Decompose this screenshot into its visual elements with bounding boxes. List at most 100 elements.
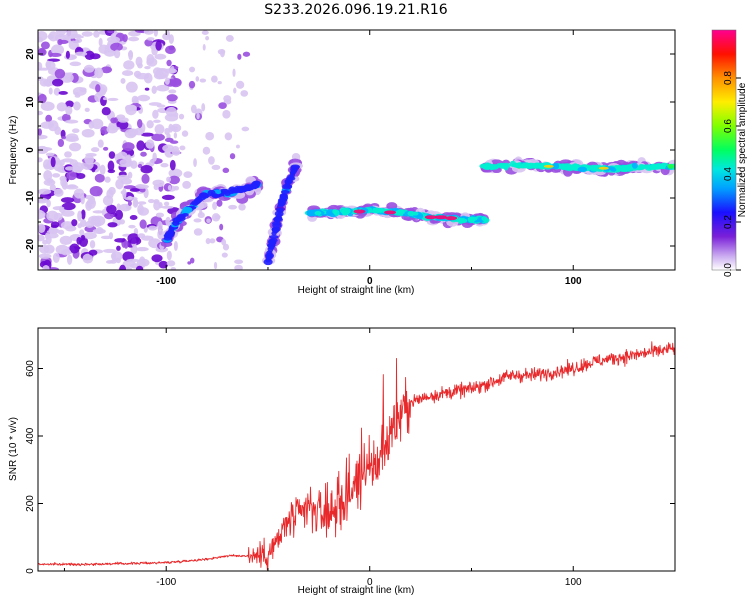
- band-cell: [166, 229, 175, 237]
- noise-cell: [222, 243, 230, 251]
- band-cell: [481, 216, 487, 222]
- noise-cell: [61, 209, 75, 217]
- band-cell: [638, 165, 646, 170]
- noise-cell: [120, 77, 126, 84]
- noise-cell: [148, 102, 162, 106]
- noise-cell: [50, 224, 59, 228]
- noise-cell: [170, 267, 177, 270]
- noise-cell: [74, 51, 88, 57]
- noise-cell: [107, 160, 115, 172]
- noise-cell: [214, 214, 221, 220]
- noise-cell: [183, 171, 193, 179]
- noise-cell: [64, 151, 72, 158]
- noise-cell: [79, 87, 87, 93]
- band-cell: [333, 209, 340, 217]
- noise-cell: [129, 214, 138, 220]
- noise-cell: [140, 132, 154, 137]
- noise-cell: [137, 163, 143, 169]
- noise-cell: [173, 185, 180, 191]
- noise-cell: [84, 107, 90, 112]
- noise-cell: [94, 173, 105, 183]
- band-peak: [543, 164, 554, 168]
- band-cell: [246, 184, 256, 190]
- band-cell: [513, 162, 524, 168]
- band-peak: [434, 215, 447, 220]
- noise-cell: [164, 45, 176, 55]
- noise-cell: [42, 264, 50, 270]
- noise-cell: [92, 210, 104, 214]
- noise-cell: [61, 135, 67, 140]
- noise-cell: [232, 68, 236, 77]
- noise-cell: [238, 203, 246, 211]
- noise-cell: [50, 44, 65, 56]
- colorbar-tick-label: 0.2: [723, 215, 734, 229]
- noise-cell: [82, 253, 94, 264]
- noise-cell: [61, 158, 75, 163]
- noise-cell: [38, 93, 47, 104]
- noise-cell: [222, 167, 230, 174]
- noise-cell: [127, 36, 140, 42]
- noise-cell: [114, 209, 124, 220]
- noise-cell: [120, 190, 126, 195]
- noise-cell: [65, 135, 79, 142]
- noise-cell: [38, 61, 43, 71]
- noise-cell: [141, 173, 150, 184]
- band-cell: [172, 221, 179, 226]
- band-cell: [265, 253, 273, 261]
- colorbar-tick-label: 0.8: [723, 71, 734, 85]
- noise-cell: [144, 87, 150, 91]
- noise-cell: [107, 30, 115, 34]
- noise-cell: [45, 234, 52, 245]
- noise-cell: [139, 256, 146, 266]
- noise-cell: [66, 254, 73, 265]
- noise-cell: [82, 232, 97, 240]
- noise-cell: [69, 61, 82, 67]
- noise-cell: [106, 204, 117, 214]
- noise-cell: [79, 229, 85, 236]
- noise-cell: [171, 146, 179, 152]
- noise-cell: [76, 237, 82, 245]
- noise-cell: [42, 159, 52, 170]
- noise-cell: [166, 250, 172, 261]
- band-cell: [631, 162, 638, 169]
- noise-cell: [66, 30, 78, 39]
- band-cell: [527, 164, 535, 169]
- noise-cell: [102, 97, 108, 101]
- colorbar-ticks: 0.0 0.2 0.4 0.6 0.8: [723, 71, 741, 277]
- band-cell: [577, 166, 588, 173]
- snr-y-tick-label: 0: [25, 568, 36, 574]
- band-cell: [269, 235, 279, 239]
- band-cell: [173, 217, 182, 222]
- noise-cell: [206, 218, 211, 224]
- noise-cell: [98, 37, 103, 47]
- noise-cell: [143, 30, 154, 35]
- noise-cell: [89, 240, 96, 249]
- noise-cell: [54, 126, 61, 136]
- band-cell: [230, 188, 238, 193]
- noise-cell: [52, 78, 64, 87]
- noise-cell: [149, 159, 155, 167]
- noise-cell: [119, 264, 127, 270]
- noise-cell: [212, 201, 218, 210]
- spectrogram-y-tick-label: 0: [25, 147, 36, 153]
- noise-cell: [211, 164, 221, 171]
- band-cell: [211, 193, 221, 199]
- noise-cell: [40, 101, 55, 111]
- noise-cell: [52, 173, 61, 178]
- noise-cell: [131, 95, 139, 104]
- noise-cell: [119, 203, 132, 212]
- spectrogram-y-tick-label: 10: [25, 96, 36, 108]
- noise-cell: [121, 70, 134, 77]
- noise-cell: [75, 173, 86, 179]
- noise-cell: [83, 64, 95, 73]
- band-peak: [384, 210, 397, 215]
- snr-y-tick-label: 400: [25, 427, 36, 444]
- noise-cell: [77, 210, 82, 222]
- noise-cell: [152, 109, 159, 119]
- band-cell: [667, 163, 675, 169]
- colorbar-tick-label: 0.0: [723, 263, 734, 277]
- noise-cell: [234, 264, 243, 270]
- noise-cell: [167, 185, 172, 191]
